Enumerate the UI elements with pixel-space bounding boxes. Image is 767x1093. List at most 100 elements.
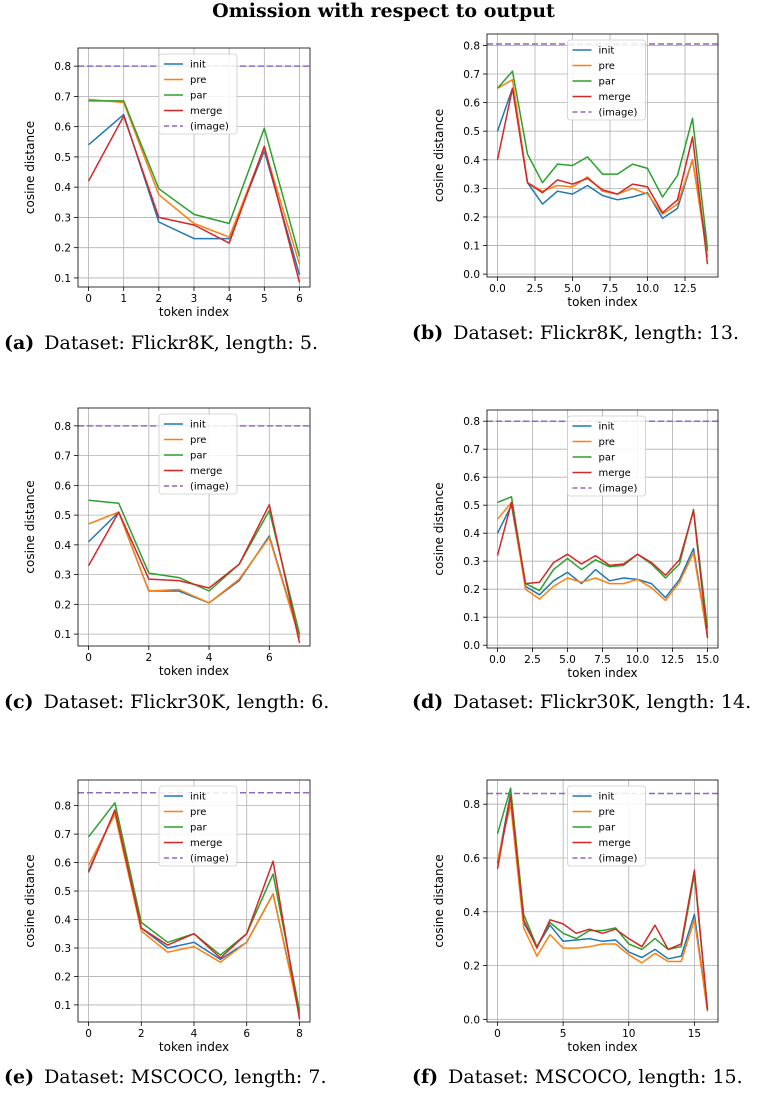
y-tick-label: 0.2 bbox=[463, 212, 480, 224]
caption-d: (d) Dataset: Flickr30K, length: 14. bbox=[412, 691, 751, 713]
y-tick-label: 0.7 bbox=[54, 451, 71, 463]
y-tick-label: 0.0 bbox=[463, 1014, 480, 1026]
legend: init pre par merge (image) bbox=[567, 415, 646, 497]
x-tick-label: 6 bbox=[296, 293, 303, 305]
series-line-par bbox=[496, 70, 709, 249]
y-tick-label: 0.8 bbox=[463, 799, 480, 811]
legend-label: merge bbox=[599, 92, 631, 103]
legend-label: init bbox=[190, 60, 206, 71]
plot-area: 0 5 10 15 0.0 0.2 0.4 0.6 0.8 token index cosine d… bbox=[432, 779, 719, 1054]
series-line-pre bbox=[87, 813, 301, 1017]
legend-box bbox=[158, 785, 238, 867]
chart-f: 0 5 10 15 0.0 0.2 0.4 0.6 0.8 token index cosine d… bbox=[432, 779, 719, 1054]
legend-label: pre bbox=[190, 435, 206, 446]
legend: init pre par merge (image) bbox=[158, 53, 238, 135]
y-tick-label: 0.5 bbox=[463, 126, 480, 138]
legend-label: merge bbox=[190, 838, 222, 849]
series-line-par bbox=[88, 499, 301, 635]
y-tick-label: 0.2 bbox=[54, 243, 71, 255]
caption-label: (f) bbox=[412, 1066, 439, 1088]
y-tick-label: 0.6 bbox=[54, 122, 71, 134]
legend-label: par bbox=[190, 91, 207, 102]
y-tick-label: 0.3 bbox=[54, 943, 71, 955]
x-tick-label: 12.5 bbox=[673, 283, 696, 295]
y-tick-label: 0.8 bbox=[54, 61, 71, 73]
legend-label: (image) bbox=[599, 484, 638, 495]
y-tick-label: 0.8 bbox=[54, 421, 71, 433]
y-tick-label: 0.6 bbox=[54, 480, 71, 492]
y-tick-label: 0.7 bbox=[463, 69, 480, 81]
series-line-pre bbox=[88, 511, 301, 639]
y-tick-label: 0.3 bbox=[463, 183, 480, 195]
x-tick-label: 5.0 bbox=[564, 283, 581, 295]
x-tick-label: 10.0 bbox=[636, 283, 659, 295]
y-tick-label: 0.4 bbox=[463, 528, 480, 540]
y-tick-label: 0.1 bbox=[54, 629, 71, 641]
caption-e: (e) Dataset: MSCOCO, length: 7. bbox=[4, 1066, 327, 1088]
y-tick-label: 0.2 bbox=[54, 971, 71, 983]
series-line-init bbox=[496, 87, 709, 252]
x-tick-label: 0 bbox=[85, 293, 92, 305]
series-line-merge bbox=[87, 115, 301, 283]
x-tick-label: 2 bbox=[145, 652, 152, 664]
chart-d: 0.0 2.5 5.0 7.5 10.0 12.5 15.0 0.0 0.1 0.2 0.3 0.4 0… bbox=[432, 409, 719, 680]
y-tick-label: 0.3 bbox=[54, 212, 71, 224]
x-axis-label: token index bbox=[567, 1040, 637, 1054]
legend-label: (image) bbox=[599, 108, 638, 119]
y-tick-label: 0.4 bbox=[54, 915, 71, 927]
y-axis-label: cosine distance bbox=[432, 854, 446, 947]
axes-frame bbox=[77, 779, 311, 1023]
x-axis-label: token index bbox=[159, 305, 229, 319]
series-line-merge bbox=[87, 809, 301, 1020]
y-tick-label: 0.0 bbox=[463, 640, 480, 652]
chart-a: 0 1 2 3 4 5 6 0.1 0.2 0.3 0.4 0.5 0.6 0.7 0.8 token ind… bbox=[23, 47, 311, 319]
legend-label: pre bbox=[190, 75, 206, 86]
y-tick-label: 0.3 bbox=[463, 556, 480, 568]
legend-label: par bbox=[599, 453, 616, 464]
x-tick-label: 5.0 bbox=[559, 654, 576, 666]
y-tick-label: 0.5 bbox=[54, 510, 71, 522]
legend-label: pre bbox=[599, 807, 615, 818]
y-tick-label: 0.8 bbox=[54, 801, 71, 813]
y-tick-label: 0.5 bbox=[463, 500, 480, 512]
x-tick-label: 2.5 bbox=[524, 654, 541, 666]
x-tick-label: 4 bbox=[226, 293, 233, 305]
legend-box bbox=[158, 53, 238, 135]
chart-b: 0.0 2.5 5.0 7.5 10.0 12.5 0.0 0.1 0.2 0.3 0.4 0.5 0.… bbox=[432, 33, 719, 309]
x-tick-label: 10 bbox=[622, 1028, 635, 1040]
x-tick-label: 2 bbox=[138, 1028, 145, 1040]
legend-label: merge bbox=[190, 466, 222, 477]
legend-label: par bbox=[599, 77, 616, 88]
caption-text: Dataset: Flickr30K, length: 6. bbox=[43, 691, 330, 713]
x-tick-label: 7.5 bbox=[602, 283, 619, 295]
y-tick-label: 0.6 bbox=[54, 858, 71, 870]
x-tick-label: 8 bbox=[296, 1028, 303, 1040]
axes-frame bbox=[77, 407, 311, 647]
legend-box bbox=[567, 785, 646, 867]
x-axis-label: token index bbox=[567, 666, 637, 680]
y-tick-label: 0.8 bbox=[463, 40, 480, 52]
series-line-par bbox=[88, 100, 301, 257]
legend-label: init bbox=[599, 792, 615, 803]
caption-text: Dataset: MSCOCO, length: 15. bbox=[448, 1066, 743, 1088]
x-tick-label: 5 bbox=[261, 293, 268, 305]
legend-label: par bbox=[599, 823, 616, 834]
y-tick-label: 0.6 bbox=[463, 98, 480, 110]
legend-label: init bbox=[190, 792, 206, 803]
y-axis-label: cosine distance bbox=[23, 121, 37, 214]
y-tick-label: 0.5 bbox=[54, 152, 71, 164]
legend-label: (image) bbox=[190, 482, 229, 493]
x-tick-label: 0 bbox=[85, 652, 92, 664]
caption-text: Dataset: Flickr8K, length: 13. bbox=[453, 322, 740, 344]
chart-c: 0 2 4 6 0.1 0.2 0.3 0.4 0.5 0.6 0.7 0.8 token index c… bbox=[23, 407, 311, 678]
legend-box bbox=[158, 413, 238, 495]
y-tick-label: 0.8 bbox=[463, 416, 480, 428]
x-tick-label: 2.5 bbox=[527, 283, 544, 295]
x-axis-label: token index bbox=[159, 1040, 229, 1054]
x-tick-label: 10.0 bbox=[626, 654, 649, 666]
legend-label: (image) bbox=[190, 854, 229, 865]
series-line-par bbox=[496, 787, 709, 1009]
axes-frame bbox=[486, 33, 719, 278]
caption-label: (a) bbox=[4, 332, 35, 354]
y-axis-label: cosine distance bbox=[23, 480, 37, 573]
